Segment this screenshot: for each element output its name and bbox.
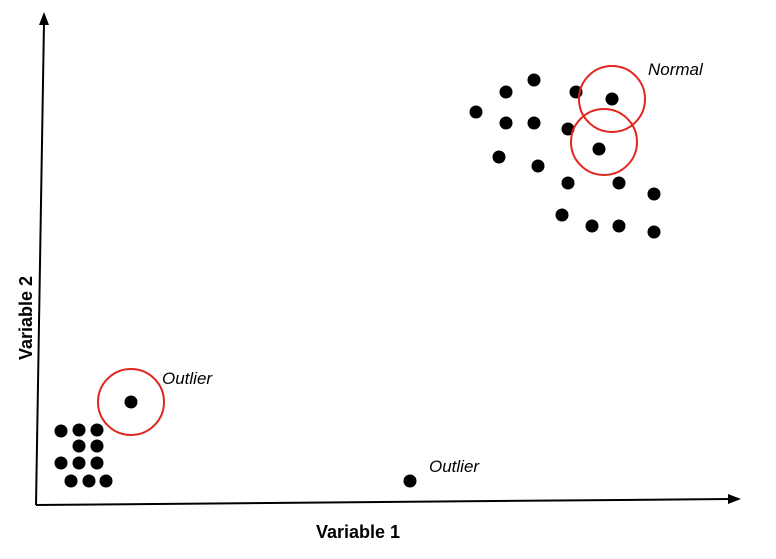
x-axis-title: Variable 1 [316,522,400,542]
normal-label: Normal [648,60,704,79]
outlier-ring [97,368,165,436]
normal-ring-upper [578,65,646,133]
normal-ring-lower [570,108,638,176]
axes [35,12,741,506]
data-point [90,423,104,437]
data-point [605,92,619,106]
data-point [527,73,541,87]
data-point [492,150,506,164]
highlight-rings [97,65,646,436]
data-point [99,474,113,488]
data-point [612,176,626,190]
y-axis-line [35,21,45,506]
data-point [72,456,86,470]
data-point [561,176,575,190]
data-point [90,439,104,453]
data-point [585,219,599,233]
local-outlier-label: Outlier [162,369,213,388]
data-point [555,208,569,222]
data-point [72,423,86,437]
data-point [499,116,513,130]
local-outlier-point [124,395,138,409]
data-point [499,85,513,99]
data-point [64,474,78,488]
normal-cluster [469,73,661,239]
x-axis-arrowhead [728,494,741,504]
y-axis-title: Variable 2 [16,276,36,360]
data-point [647,225,661,239]
data-point [561,122,575,136]
data-point [54,424,68,438]
lower-left-cluster [54,423,113,488]
data-point [72,439,86,453]
data-point [527,116,541,130]
data-point [647,187,661,201]
data-point [90,456,104,470]
data-point [531,159,545,173]
x-axis-line [35,498,731,506]
data-point [469,105,483,119]
global-outlier-point [403,474,417,488]
y-axis-arrowhead [39,12,49,25]
data-point [54,456,68,470]
data-point [612,219,626,233]
global-outlier-label: Outlier [429,457,480,476]
data-point [592,142,606,156]
data-point [82,474,96,488]
